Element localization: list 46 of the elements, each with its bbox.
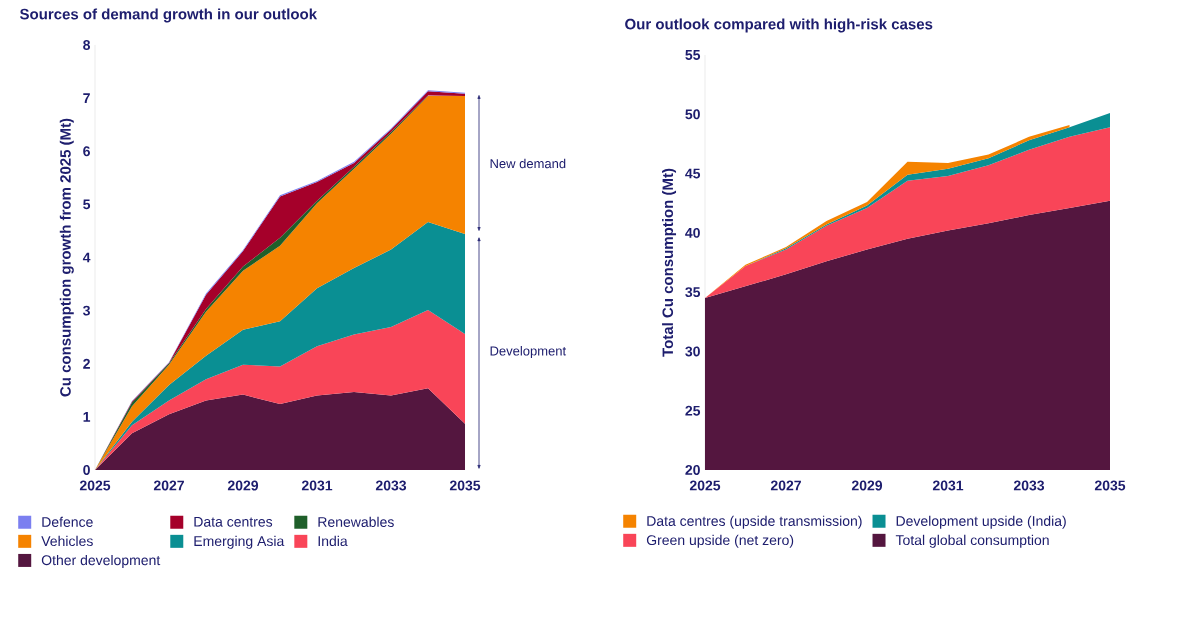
y-tick-label: 1 — [83, 412, 91, 422]
y-tick-label: 30 — [685, 346, 700, 357]
x-tick-label: 2025 — [79, 480, 111, 491]
legend-label: Total global consumption — [895, 534, 1049, 548]
legend-label: Data centres — [194, 516, 273, 527]
y-axis-title: Cu consumption growth from 2025 (Mt) — [59, 118, 74, 397]
x-tick-label: 2035 — [449, 480, 481, 491]
x-tick-label: 2029 — [227, 480, 259, 491]
x-tick-label: 2031 — [932, 480, 964, 491]
legend-label: Vehicles — [41, 535, 93, 547]
x-tick-label: 2025 — [689, 480, 721, 491]
y-axis-title: Total Cu consumption (Mt) — [662, 168, 677, 357]
legend-label: Defence — [42, 516, 93, 527]
x-tick-label: 2035 — [1094, 480, 1126, 491]
y-tick-label: 5 — [83, 199, 91, 210]
x-tick-label: 2033 — [1013, 480, 1045, 491]
x-tick-label: 2029 — [851, 480, 883, 491]
text: Development — [490, 345, 567, 359]
y-tick-label: 4 — [82, 252, 91, 263]
x-tick-label: 2033 — [375, 480, 407, 491]
legend-label: Green upside (net zero) — [646, 534, 794, 548]
legend-label: Development upside (India) — [896, 515, 1066, 529]
legend-label: Other development — [41, 554, 161, 568]
y-tick-label: 6 — [83, 146, 90, 157]
y-tick-label: 20 — [685, 465, 700, 475]
x-tick-label: 2027 — [770, 480, 801, 491]
chart-title: Our outlook compared with high-risk cases — [625, 18, 933, 33]
y-tick-label: 50 — [685, 109, 700, 120]
y-tick-label: 25 — [685, 405, 701, 416]
legend-label: India — [318, 535, 348, 547]
legend-label: Data centres (upside transmission) — [647, 515, 862, 529]
y-tick-label: 45 — [685, 168, 701, 179]
y-tick-label: 2 — [83, 358, 90, 369]
y-tick-label: 3 — [83, 305, 90, 316]
x-tick-label: 2031 — [301, 480, 333, 491]
y-tick-label: 35 — [685, 287, 701, 298]
text: New demand — [490, 158, 566, 169]
y-tick-label: 40 — [685, 227, 700, 238]
x-tick-label: 2027 — [153, 480, 184, 491]
chart-title: Sources of demand growth in our outlook — [19, 8, 318, 23]
legend-label: Emerging Asia — [194, 535, 285, 549]
y-tick-label: 55 — [685, 50, 701, 60]
y-tick-label: 7 — [83, 93, 90, 103]
y-tick-label: 8 — [83, 40, 91, 50]
legend-label: Renewables — [318, 516, 394, 527]
y-tick-label: 0 — [83, 465, 90, 475]
